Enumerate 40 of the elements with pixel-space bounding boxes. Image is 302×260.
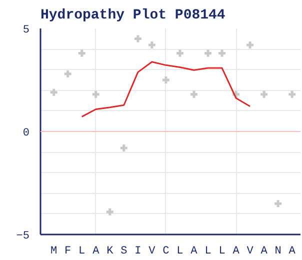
point — [287, 90, 297, 100]
x-tick-label: I — [134, 246, 142, 258]
point — [49, 88, 59, 98]
point — [91, 90, 101, 100]
x-tick-label: L — [176, 246, 184, 258]
point — [203, 48, 213, 58]
x-tick-label: A — [92, 246, 100, 258]
point — [63, 69, 73, 79]
point — [217, 48, 227, 58]
point — [245, 40, 255, 50]
chart-title: Hydropathy Plot P08144 — [40, 8, 226, 24]
x-tick-label: S — [120, 246, 128, 258]
point — [147, 40, 157, 50]
x-tick-label: A — [288, 246, 296, 258]
point — [77, 48, 87, 58]
x-tick-label: M — [50, 246, 58, 258]
point — [273, 198, 283, 208]
point — [175, 48, 185, 58]
point — [119, 143, 129, 153]
x-tick-label: K — [106, 246, 114, 258]
y-tick-label: 0 — [22, 128, 30, 140]
y-tick-label: −5 — [16, 230, 30, 242]
y-tick-label: 5 — [22, 24, 30, 36]
x-tick-label: A — [190, 246, 198, 258]
x-tick-label: V — [246, 246, 254, 258]
point — [161, 75, 171, 85]
x-tick-label: V — [148, 246, 156, 258]
x-tick-label: C — [162, 246, 170, 258]
x-tick-label: N — [274, 246, 282, 258]
point — [189, 90, 199, 100]
point — [259, 90, 269, 100]
x-tick-label: L — [78, 246, 86, 258]
line-series — [81, 61, 251, 118]
x-tick-label: A — [260, 246, 268, 258]
x-tick-label: L — [218, 246, 226, 258]
point — [133, 34, 143, 44]
x-tick-label: F — [64, 246, 72, 258]
x-tick-label: A — [232, 246, 240, 258]
x-tick-label: L — [204, 246, 212, 258]
point — [105, 207, 115, 217]
